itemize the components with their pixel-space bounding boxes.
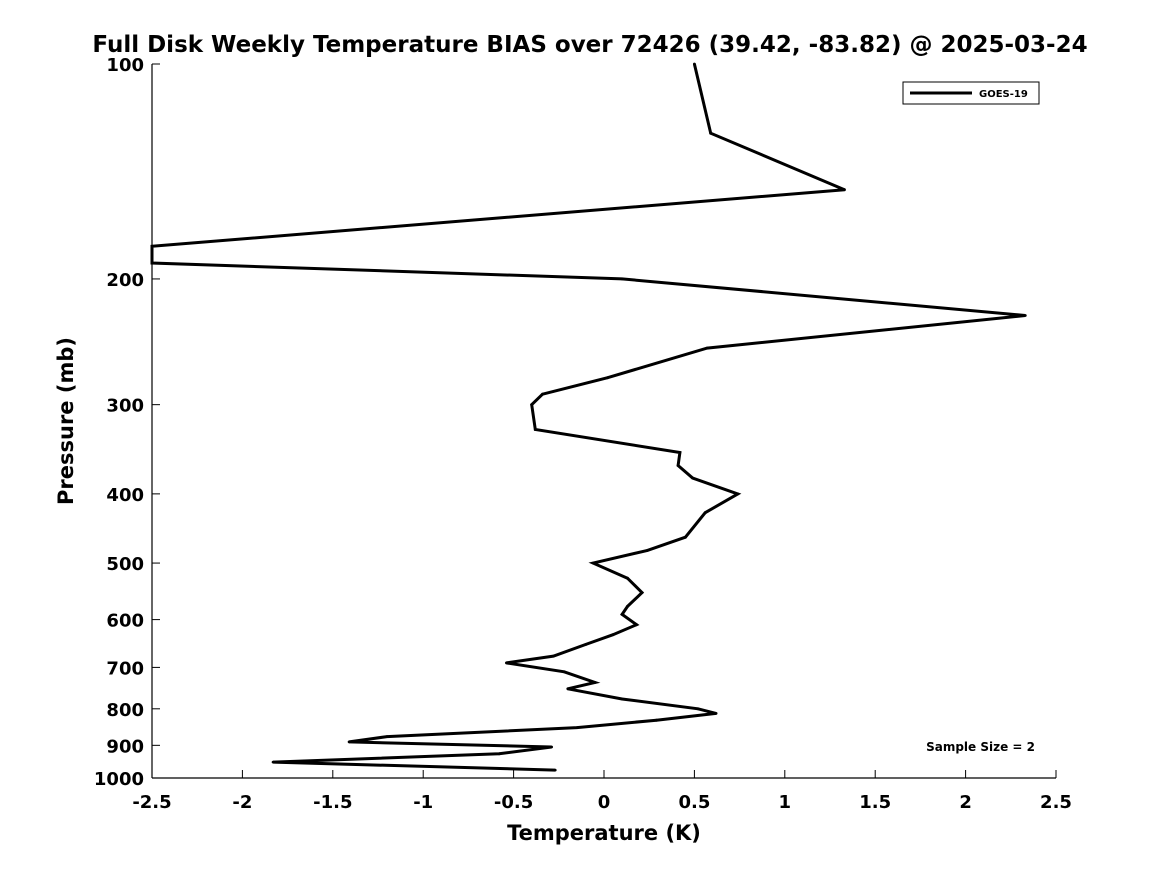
data-point xyxy=(620,613,624,616)
x-tick-label: 0.5 xyxy=(678,792,710,813)
sample-size-annotation: Sample Size = 2 xyxy=(926,740,1035,754)
x-tick-label: 0 xyxy=(598,792,611,813)
data-point xyxy=(533,428,537,431)
data-point xyxy=(705,346,709,350)
y-axis-label: Pressure (mb) xyxy=(54,337,78,505)
data-point xyxy=(497,752,501,756)
data-point xyxy=(843,188,846,192)
series-layer xyxy=(150,62,1027,772)
data-point xyxy=(150,244,154,248)
data-point xyxy=(541,392,544,396)
data-point xyxy=(703,511,707,515)
data-point xyxy=(714,712,718,715)
data-point xyxy=(271,760,275,764)
data-point xyxy=(530,403,534,407)
data-point xyxy=(550,745,553,749)
data-point xyxy=(591,561,595,565)
legend-label: GOES-19 xyxy=(979,89,1028,100)
data-point xyxy=(655,718,658,722)
data-point xyxy=(150,261,154,265)
data-point xyxy=(1023,314,1027,317)
x-tick-label: -1 xyxy=(413,792,433,813)
x-tick-label: 2.5 xyxy=(1040,792,1072,813)
data-point xyxy=(646,549,649,552)
data-point xyxy=(693,62,696,66)
data-point xyxy=(584,643,588,646)
x-axis-label: Temperature (K) xyxy=(507,821,701,845)
data-point xyxy=(562,670,566,674)
data-point xyxy=(691,476,694,480)
data-point xyxy=(566,687,570,691)
data-point xyxy=(736,492,740,496)
series-line-1 xyxy=(150,63,1026,772)
x-tick-label: -1.5 xyxy=(313,792,352,813)
x-tick-label: 2 xyxy=(959,792,972,813)
plot-area xyxy=(151,64,1056,779)
legend: GOES-19 xyxy=(902,81,1040,105)
y-tick-label: 800 xyxy=(106,700,144,721)
x-tick-label: -2.5 xyxy=(132,792,171,813)
x-tick-label: 1 xyxy=(779,792,792,813)
x-tick-label: 1.5 xyxy=(859,792,891,813)
data-point xyxy=(626,576,629,580)
data-point xyxy=(620,697,624,701)
y-tick-label: 900 xyxy=(106,736,144,757)
x-tick-label: -2 xyxy=(232,792,252,813)
y-tick-label: 600 xyxy=(106,611,144,632)
chart-title: Full Disk Weekly Temperature BIAS over 7… xyxy=(92,32,1087,58)
data-point xyxy=(611,633,615,637)
data-point xyxy=(676,464,680,467)
data-point xyxy=(347,740,351,744)
y-tick-label: 100 xyxy=(106,55,144,76)
y-tick-label: 300 xyxy=(106,396,144,417)
data-point xyxy=(626,605,629,608)
data-point xyxy=(678,451,682,454)
y-tick-label: 400 xyxy=(106,485,144,506)
data-point xyxy=(553,768,557,772)
data-point xyxy=(640,591,644,594)
data-point xyxy=(696,707,700,711)
data-point xyxy=(635,623,638,627)
data-point xyxy=(505,661,508,665)
data-point xyxy=(552,654,555,658)
data-point xyxy=(606,376,609,380)
data-point xyxy=(684,535,687,539)
data-point xyxy=(620,277,624,281)
y-tick-label: 1000 xyxy=(94,769,144,790)
x-tick-label: -0.5 xyxy=(494,792,533,813)
data-point xyxy=(593,681,597,684)
y-tick-label: 200 xyxy=(106,270,144,291)
data-point xyxy=(575,726,579,729)
data-point xyxy=(385,735,389,738)
y-tick-label: 500 xyxy=(106,554,144,575)
y-tick-label: 700 xyxy=(106,658,144,679)
x-axis-ticks: -2.5 -2 -1.5 -1 -0.5 0 0.5 1 1.5 2 2.5 xyxy=(132,770,1072,813)
data-point xyxy=(709,131,713,135)
y-axis-ticks: 100 200 300 400 500 600 700 800 900 1000 xyxy=(94,55,160,790)
